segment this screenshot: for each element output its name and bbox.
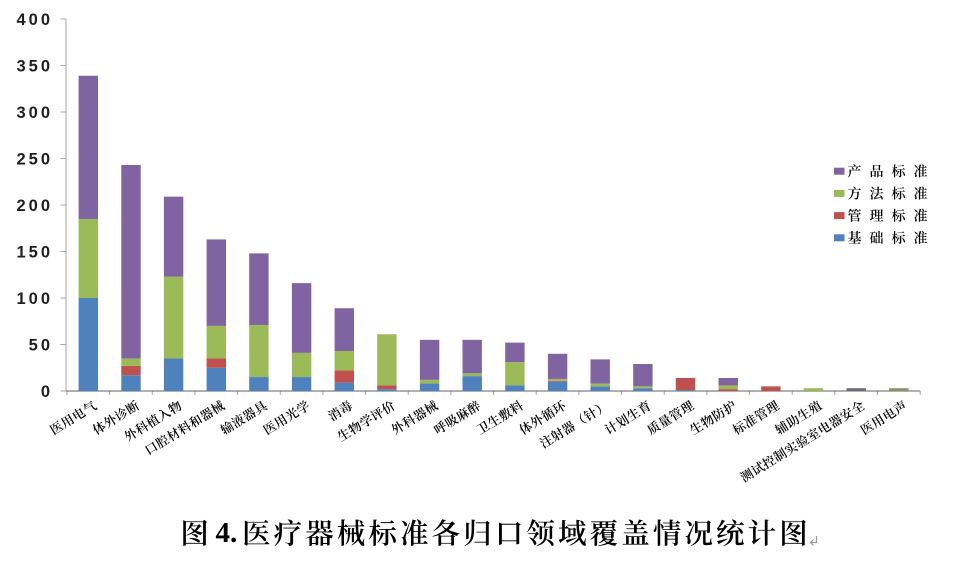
svg-text:400: 400 xyxy=(16,11,53,29)
svg-text:4.: 4. xyxy=(216,517,238,549)
svg-text:300: 300 xyxy=(16,104,53,122)
svg-text:250: 250 xyxy=(16,150,53,168)
svg-text:350: 350 xyxy=(16,57,53,75)
svg-text:150: 150 xyxy=(16,243,53,261)
svg-text:200: 200 xyxy=(16,197,53,215)
svg-text:0: 0 xyxy=(41,383,53,401)
svg-text:100: 100 xyxy=(16,290,53,308)
svg-text:50: 50 xyxy=(29,336,53,354)
